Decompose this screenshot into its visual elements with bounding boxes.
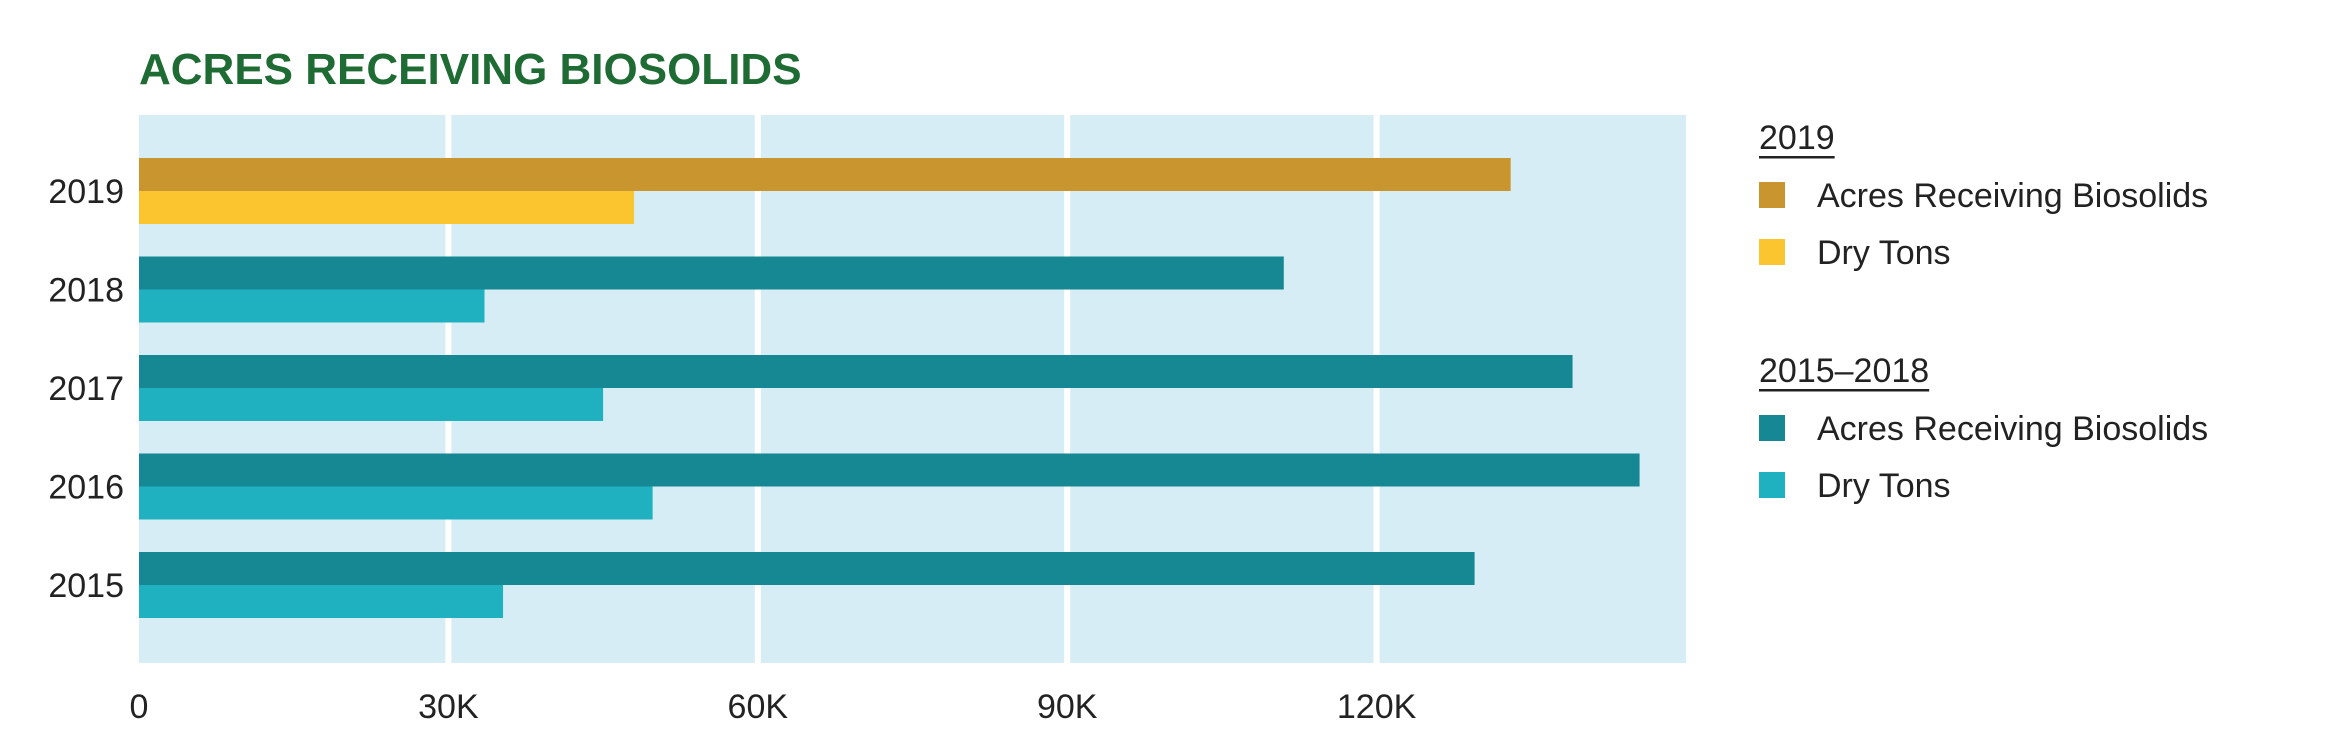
legend-swatch xyxy=(1759,415,1785,441)
legend-swatch xyxy=(1759,182,1785,208)
legend-heading: 2015–2018 xyxy=(1759,352,1929,390)
bar-dry-tons-2019 xyxy=(139,191,635,224)
legend-label: Acres Receiving Biosolids xyxy=(1817,177,2208,215)
legend-label: Dry Tons xyxy=(1817,467,1951,505)
x-tick-label: 60K xyxy=(728,688,789,726)
bar-acres-2017 xyxy=(139,355,1573,388)
legend-swatch xyxy=(1759,239,1785,265)
bar-dry-tons-2016 xyxy=(139,486,653,520)
legend-label: Acres Receiving Biosolids xyxy=(1817,410,2208,448)
bars xyxy=(139,158,1640,618)
x-axis-ticks: 0 30K 60K 90K 120K xyxy=(130,688,1417,726)
gridline xyxy=(1373,115,1380,663)
legend-heading-underline xyxy=(1759,389,1930,392)
x-tick-label: 30K xyxy=(418,688,479,726)
legend: 2019 Acres Receiving Biosolids Dry Tons 201… xyxy=(1759,119,2208,505)
legend-swatch xyxy=(1759,472,1785,498)
bar-dry-tons-2015 xyxy=(139,585,504,618)
chart-title: ACRES RECEIVING BIOSOLIDS xyxy=(139,45,802,94)
y-tick-label: 2016 xyxy=(48,469,124,507)
y-axis-ticks: 2019 2018 2017 2016 2015 xyxy=(48,173,124,605)
legend-heading-underline xyxy=(1759,156,1835,159)
bar-acres-2015 xyxy=(139,552,1475,585)
x-tick-label: 0 xyxy=(130,688,149,726)
x-tick-label: 120K xyxy=(1337,688,1417,726)
bar-acres-2018 xyxy=(139,256,1284,290)
x-tick-label: 90K xyxy=(1037,688,1098,726)
y-tick-label: 2018 xyxy=(48,272,124,310)
legend-heading: 2019 xyxy=(1759,119,1835,157)
gridline xyxy=(754,115,761,663)
bar-acres-2019 xyxy=(139,158,1511,191)
y-tick-label: 2015 xyxy=(48,567,124,605)
y-tick-label: 2019 xyxy=(48,173,124,211)
legend-label: Dry Tons xyxy=(1817,234,1951,272)
gridline xyxy=(1064,115,1071,663)
bar-acres-2016 xyxy=(139,453,1640,487)
bar-dry-tons-2018 xyxy=(139,289,485,323)
y-tick-label: 2017 xyxy=(48,370,124,408)
bar-dry-tons-2017 xyxy=(139,388,604,421)
